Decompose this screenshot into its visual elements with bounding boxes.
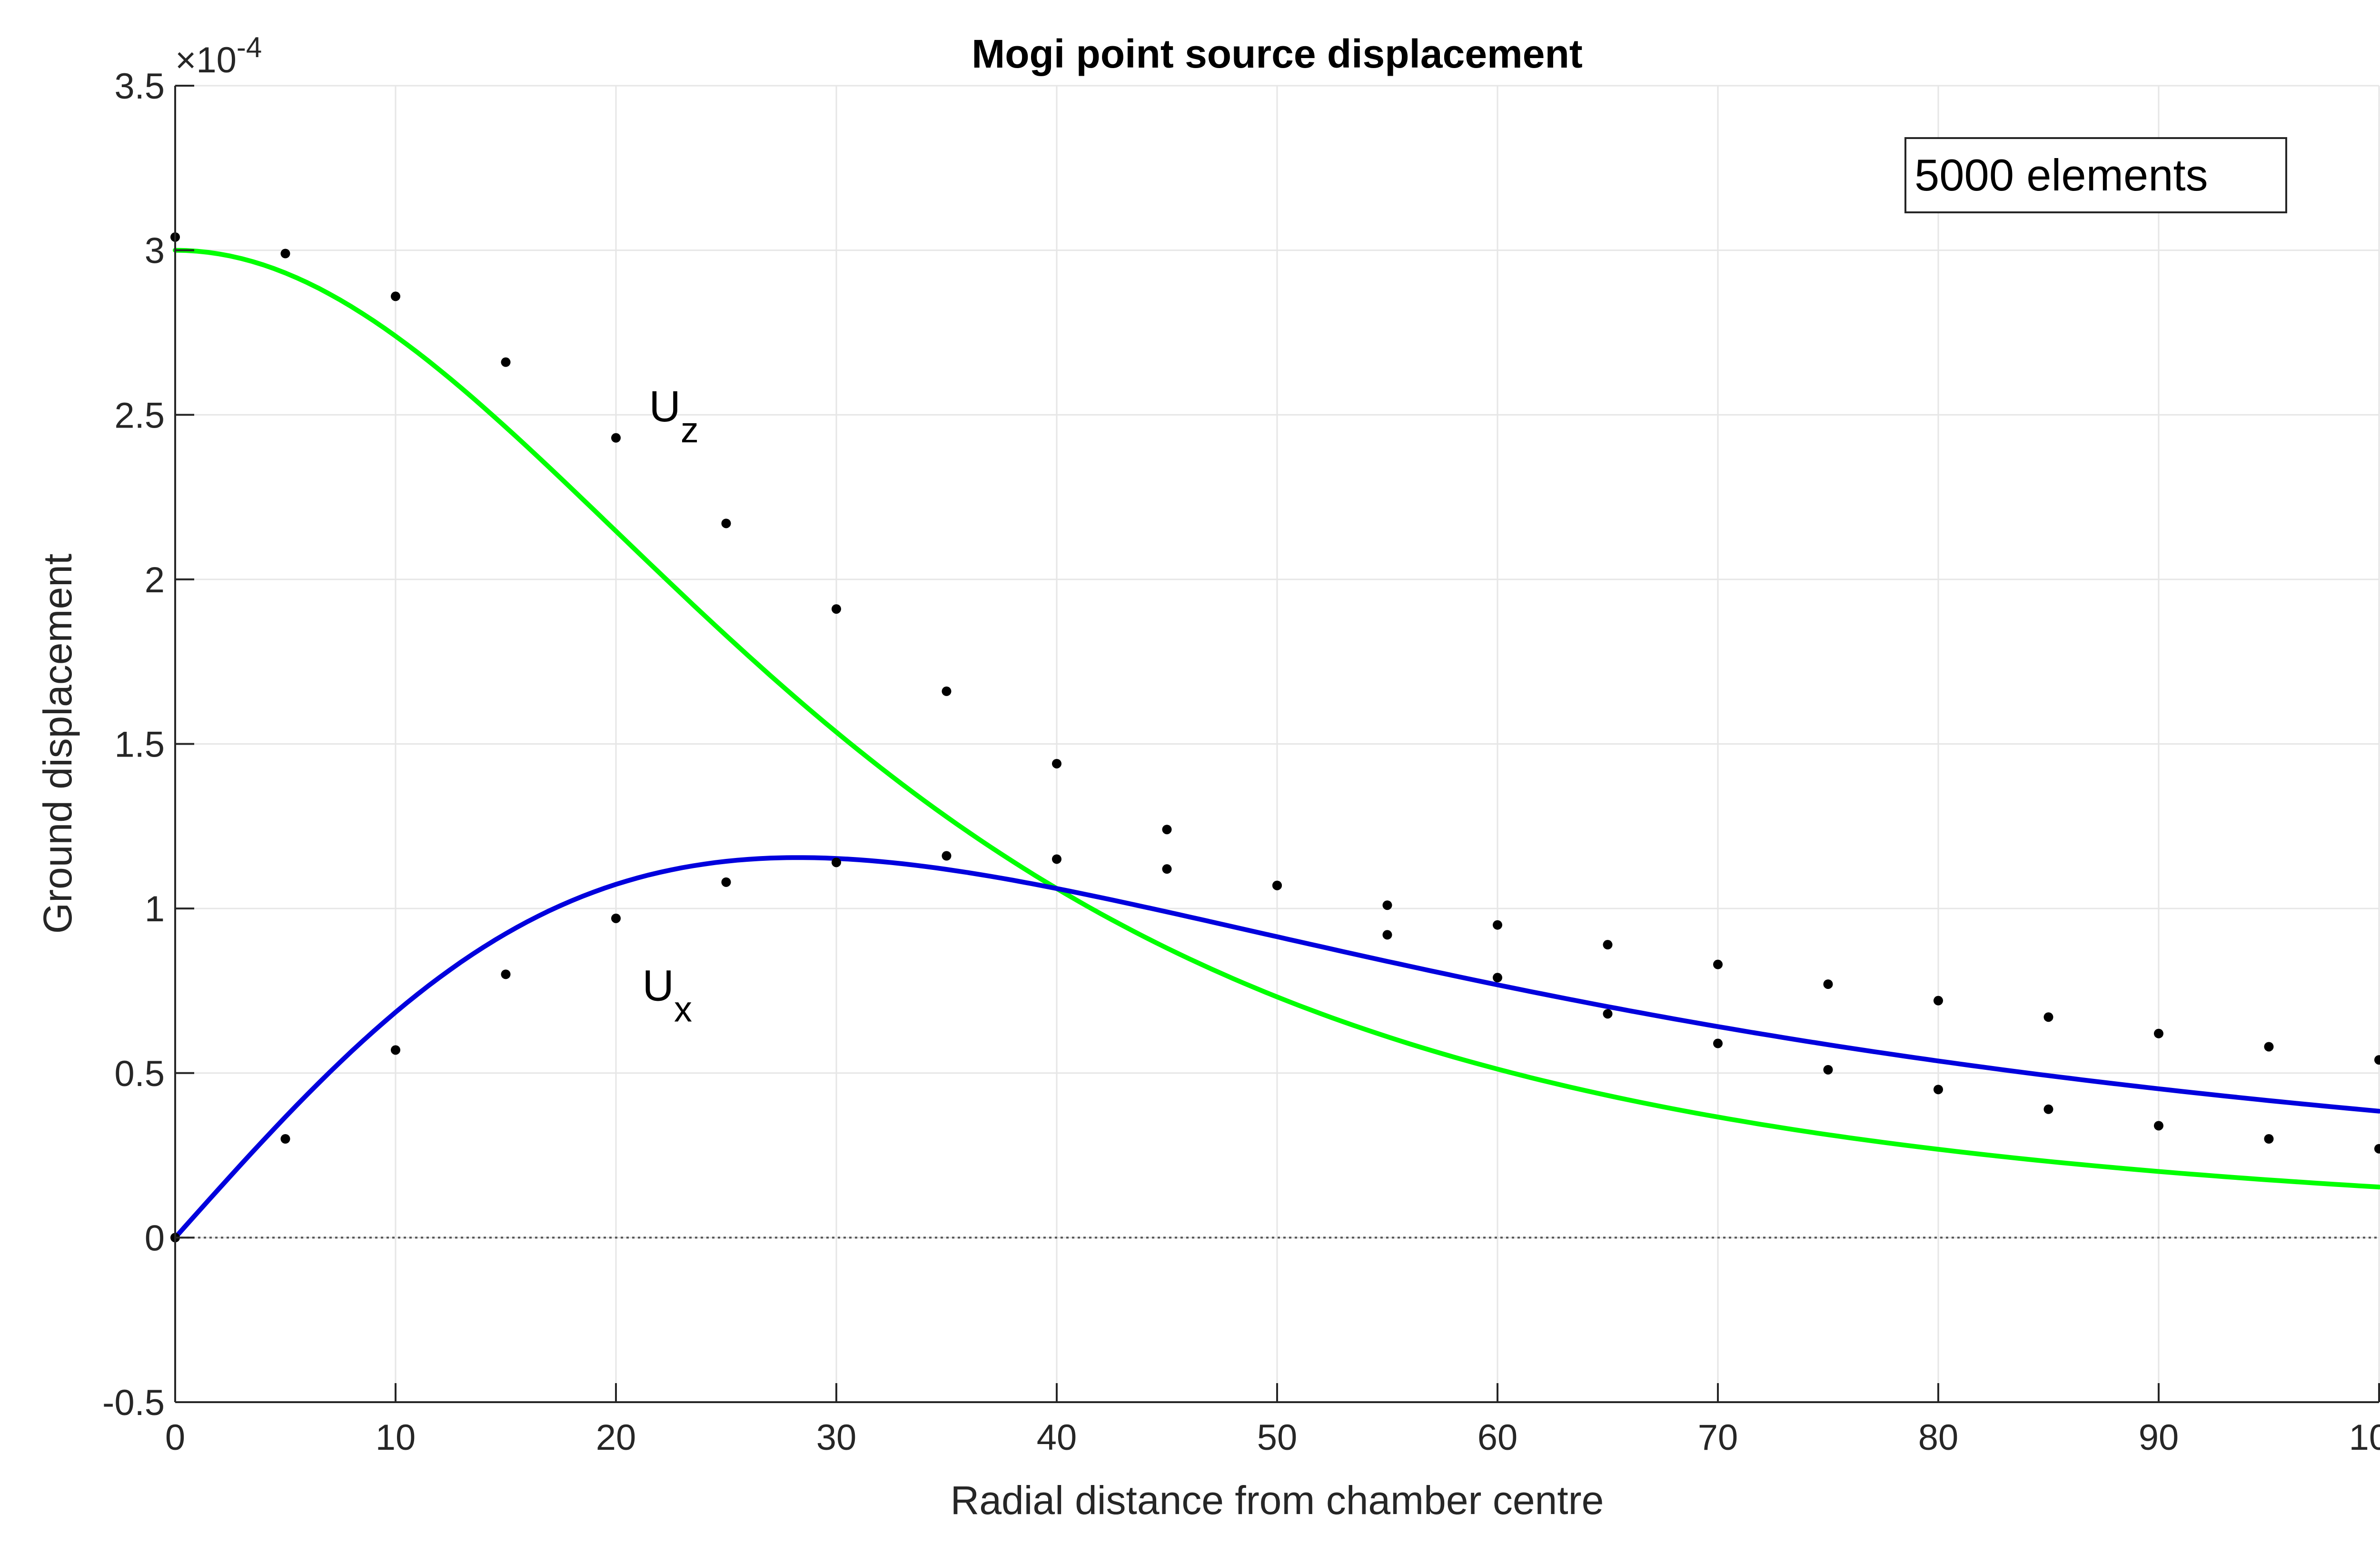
ux-numerical-point: [1713, 959, 1723, 969]
y-axis-scale-factor: ×10-4: [175, 31, 262, 80]
data-series: [170, 232, 2380, 1243]
ux-numerical-point: [391, 1045, 400, 1055]
y-tick-label: 3.5: [114, 66, 165, 107]
ux-numerical-point: [1382, 900, 1392, 910]
ux-numerical-point: [721, 877, 731, 887]
ux-numerical-point: [1162, 864, 1172, 874]
y-axis-ticks: -0.5 0 0.5 1 1.5 2 2.5 3 3.5: [102, 66, 194, 1423]
uz-numerical-point: [501, 357, 511, 367]
uz-numerical-point: [1382, 930, 1392, 940]
uz-numerical-point: [611, 433, 621, 443]
ux-numerical-point: [2264, 1042, 2274, 1052]
x-tick-label: 100: [2349, 1417, 2380, 1458]
uz-numerical-point: [1603, 1009, 1613, 1019]
y-tick-label: -0.5: [102, 1383, 165, 1423]
x-axis-label: Radial distance from chamber centre: [951, 1478, 1604, 1523]
y-scale-factor-exponent: -4: [237, 31, 262, 63]
x-tick-label: 30: [816, 1417, 857, 1458]
uz-numerical-point: [391, 291, 400, 301]
uz-numerical-point: [2043, 1104, 2053, 1114]
uz-numerical-point: [280, 249, 290, 259]
ux-numerical-point: [832, 857, 841, 867]
y-tick-label: 3: [145, 231, 165, 271]
uz-numerical-point: [2154, 1121, 2163, 1131]
ux-numerical-point: [1493, 920, 1502, 930]
curve-label-ux: Ux: [643, 962, 692, 1030]
x-tick-label: 0: [165, 1417, 185, 1458]
ux-numerical-point: [611, 913, 621, 923]
x-tick-label: 20: [596, 1417, 636, 1458]
ux-numerical-point: [2374, 1055, 2380, 1065]
uz-numerical-point: [2374, 1144, 2380, 1154]
ux-numerical-point: [1823, 979, 1833, 989]
ux-analytical-curve: [173, 855, 2380, 1240]
ux-numerical-point: [1052, 854, 1061, 864]
uz-numerical-point: [1162, 825, 1172, 835]
x-tick-label: 70: [1698, 1417, 1738, 1458]
x-tick-label: 60: [1478, 1417, 1518, 1458]
annotation-text: 5000 elements: [1914, 150, 2208, 200]
y-tick-label: 0.5: [114, 1054, 165, 1094]
y-tick-label: 0: [145, 1218, 165, 1258]
x-tick-label: 50: [1257, 1417, 1298, 1458]
ux-numerical-point: [2154, 1028, 2163, 1038]
ux-numerical-point: [280, 1134, 290, 1144]
ux-numerical-point: [1603, 940, 1613, 950]
y-tick-label: 1.5: [114, 725, 165, 765]
chart-title: Mogi point source displacement: [972, 31, 1583, 76]
uz-numerical-point: [1713, 1038, 1723, 1048]
y-tick-label: 2: [145, 560, 165, 600]
x-tick-label: 10: [376, 1417, 416, 1458]
x-tick-label: 80: [1918, 1417, 1959, 1458]
x-tick-label: 40: [1037, 1417, 1077, 1458]
ux-numerical-point: [501, 969, 511, 979]
ux-numerical-point: [942, 851, 952, 861]
ux-numerical-point: [2043, 1012, 2053, 1022]
y-tick-label: 1: [145, 889, 165, 929]
uz-numerical-point: [2264, 1134, 2274, 1144]
curve-label-uz: Uz: [649, 382, 698, 450]
uz-analytical-curve: [173, 248, 2380, 1190]
x-tick-label: 90: [2139, 1417, 2179, 1458]
uz-numerical-point: [1934, 1085, 1943, 1095]
uz-numerical-point: [721, 518, 731, 528]
uz-numerical-point: [1493, 973, 1502, 983]
ux-numerical-point: [1272, 880, 1282, 890]
curve-labels: Uz Ux: [643, 382, 699, 1030]
ux-numerical-point: [1934, 996, 1943, 1006]
annotation-box: 5000 elements: [1904, 137, 2287, 213]
annotation-box-border: [1904, 137, 2287, 213]
uz-numerical-point: [832, 604, 841, 614]
y-scale-factor-base: ×10: [175, 40, 237, 80]
uz-numerical-point: [1823, 1065, 1833, 1075]
x-axis-ticks: 0 10 20 30 40 50 60 70 80 90 100: [165, 1383, 2380, 1458]
uz-numerical-point: [1052, 758, 1061, 768]
uz-numerical-point: [942, 686, 952, 696]
y-axis-label: Ground displacement: [35, 554, 80, 934]
y-tick-label: 2.5: [114, 395, 165, 436]
